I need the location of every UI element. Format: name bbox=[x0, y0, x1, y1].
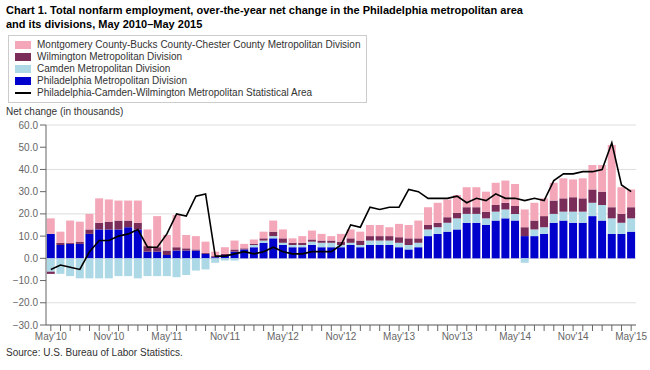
svg-text:Nov'12: Nov'12 bbox=[326, 331, 357, 342]
html-text:and its divisions, May 2010–Ma: and its divisions, May 2010–May 2015 bbox=[6, 18, 203, 30]
html-text:Philadelphia Metropolitan Divi: Philadelphia Metropolitan Division bbox=[37, 75, 188, 86]
html-text:Chart 1. Total nonfarm employm: Chart 1. Total nonfarm employment, over-… bbox=[6, 4, 523, 16]
svg-text:0.0: 0.0 bbox=[24, 253, 38, 264]
svg-text:May'11: May'11 bbox=[151, 331, 183, 342]
html-text:Montgomery County-Bucks County: Montgomery County-Bucks County-Chester C… bbox=[37, 39, 361, 50]
svg-text:−20.0: −20.0 bbox=[13, 297, 39, 308]
html-text:Net change (in thousands): Net change (in thousands) bbox=[6, 106, 124, 117]
svg-text:20.0: 20.0 bbox=[19, 208, 39, 219]
svg-text:May'13: May'13 bbox=[383, 331, 415, 342]
svg-text:30.0: 30.0 bbox=[19, 186, 39, 197]
svg-text:May'10: May'10 bbox=[35, 331, 67, 342]
html-text:Camden Metropolitan Division: Camden Metropolitan Division bbox=[37, 63, 171, 74]
svg-text:60.0: 60.0 bbox=[19, 120, 39, 131]
svg-text:May'12: May'12 bbox=[267, 331, 299, 342]
svg-text:10.0: 10.0 bbox=[19, 231, 39, 242]
svg-text:May'15: May'15 bbox=[615, 331, 642, 342]
html-text:Philadelphia-Camden-Wilmington: Philadelphia-Camden-Wilmington Metropoli… bbox=[37, 87, 313, 98]
svg-text:Nov'13: Nov'13 bbox=[442, 331, 473, 342]
html-text:Source: U.S. Bureau of Labor S: Source: U.S. Bureau of Labor Statistics. bbox=[6, 347, 183, 358]
svg-text:−10.0: −10.0 bbox=[13, 275, 39, 286]
svg-text:Nov'11: Nov'11 bbox=[210, 331, 241, 342]
html-text:Wilmington Metropolitan Divisi: Wilmington Metropolitan Division bbox=[37, 51, 183, 62]
svg-text:Nov'10: Nov'10 bbox=[93, 331, 124, 342]
svg-text:40.0: 40.0 bbox=[19, 164, 39, 175]
svg-text:Nov'14: Nov'14 bbox=[558, 331, 589, 342]
svg-text:50.0: 50.0 bbox=[19, 142, 39, 153]
svg-text:May'14: May'14 bbox=[499, 331, 531, 342]
svg-text:−30.0: −30.0 bbox=[13, 320, 39, 331]
